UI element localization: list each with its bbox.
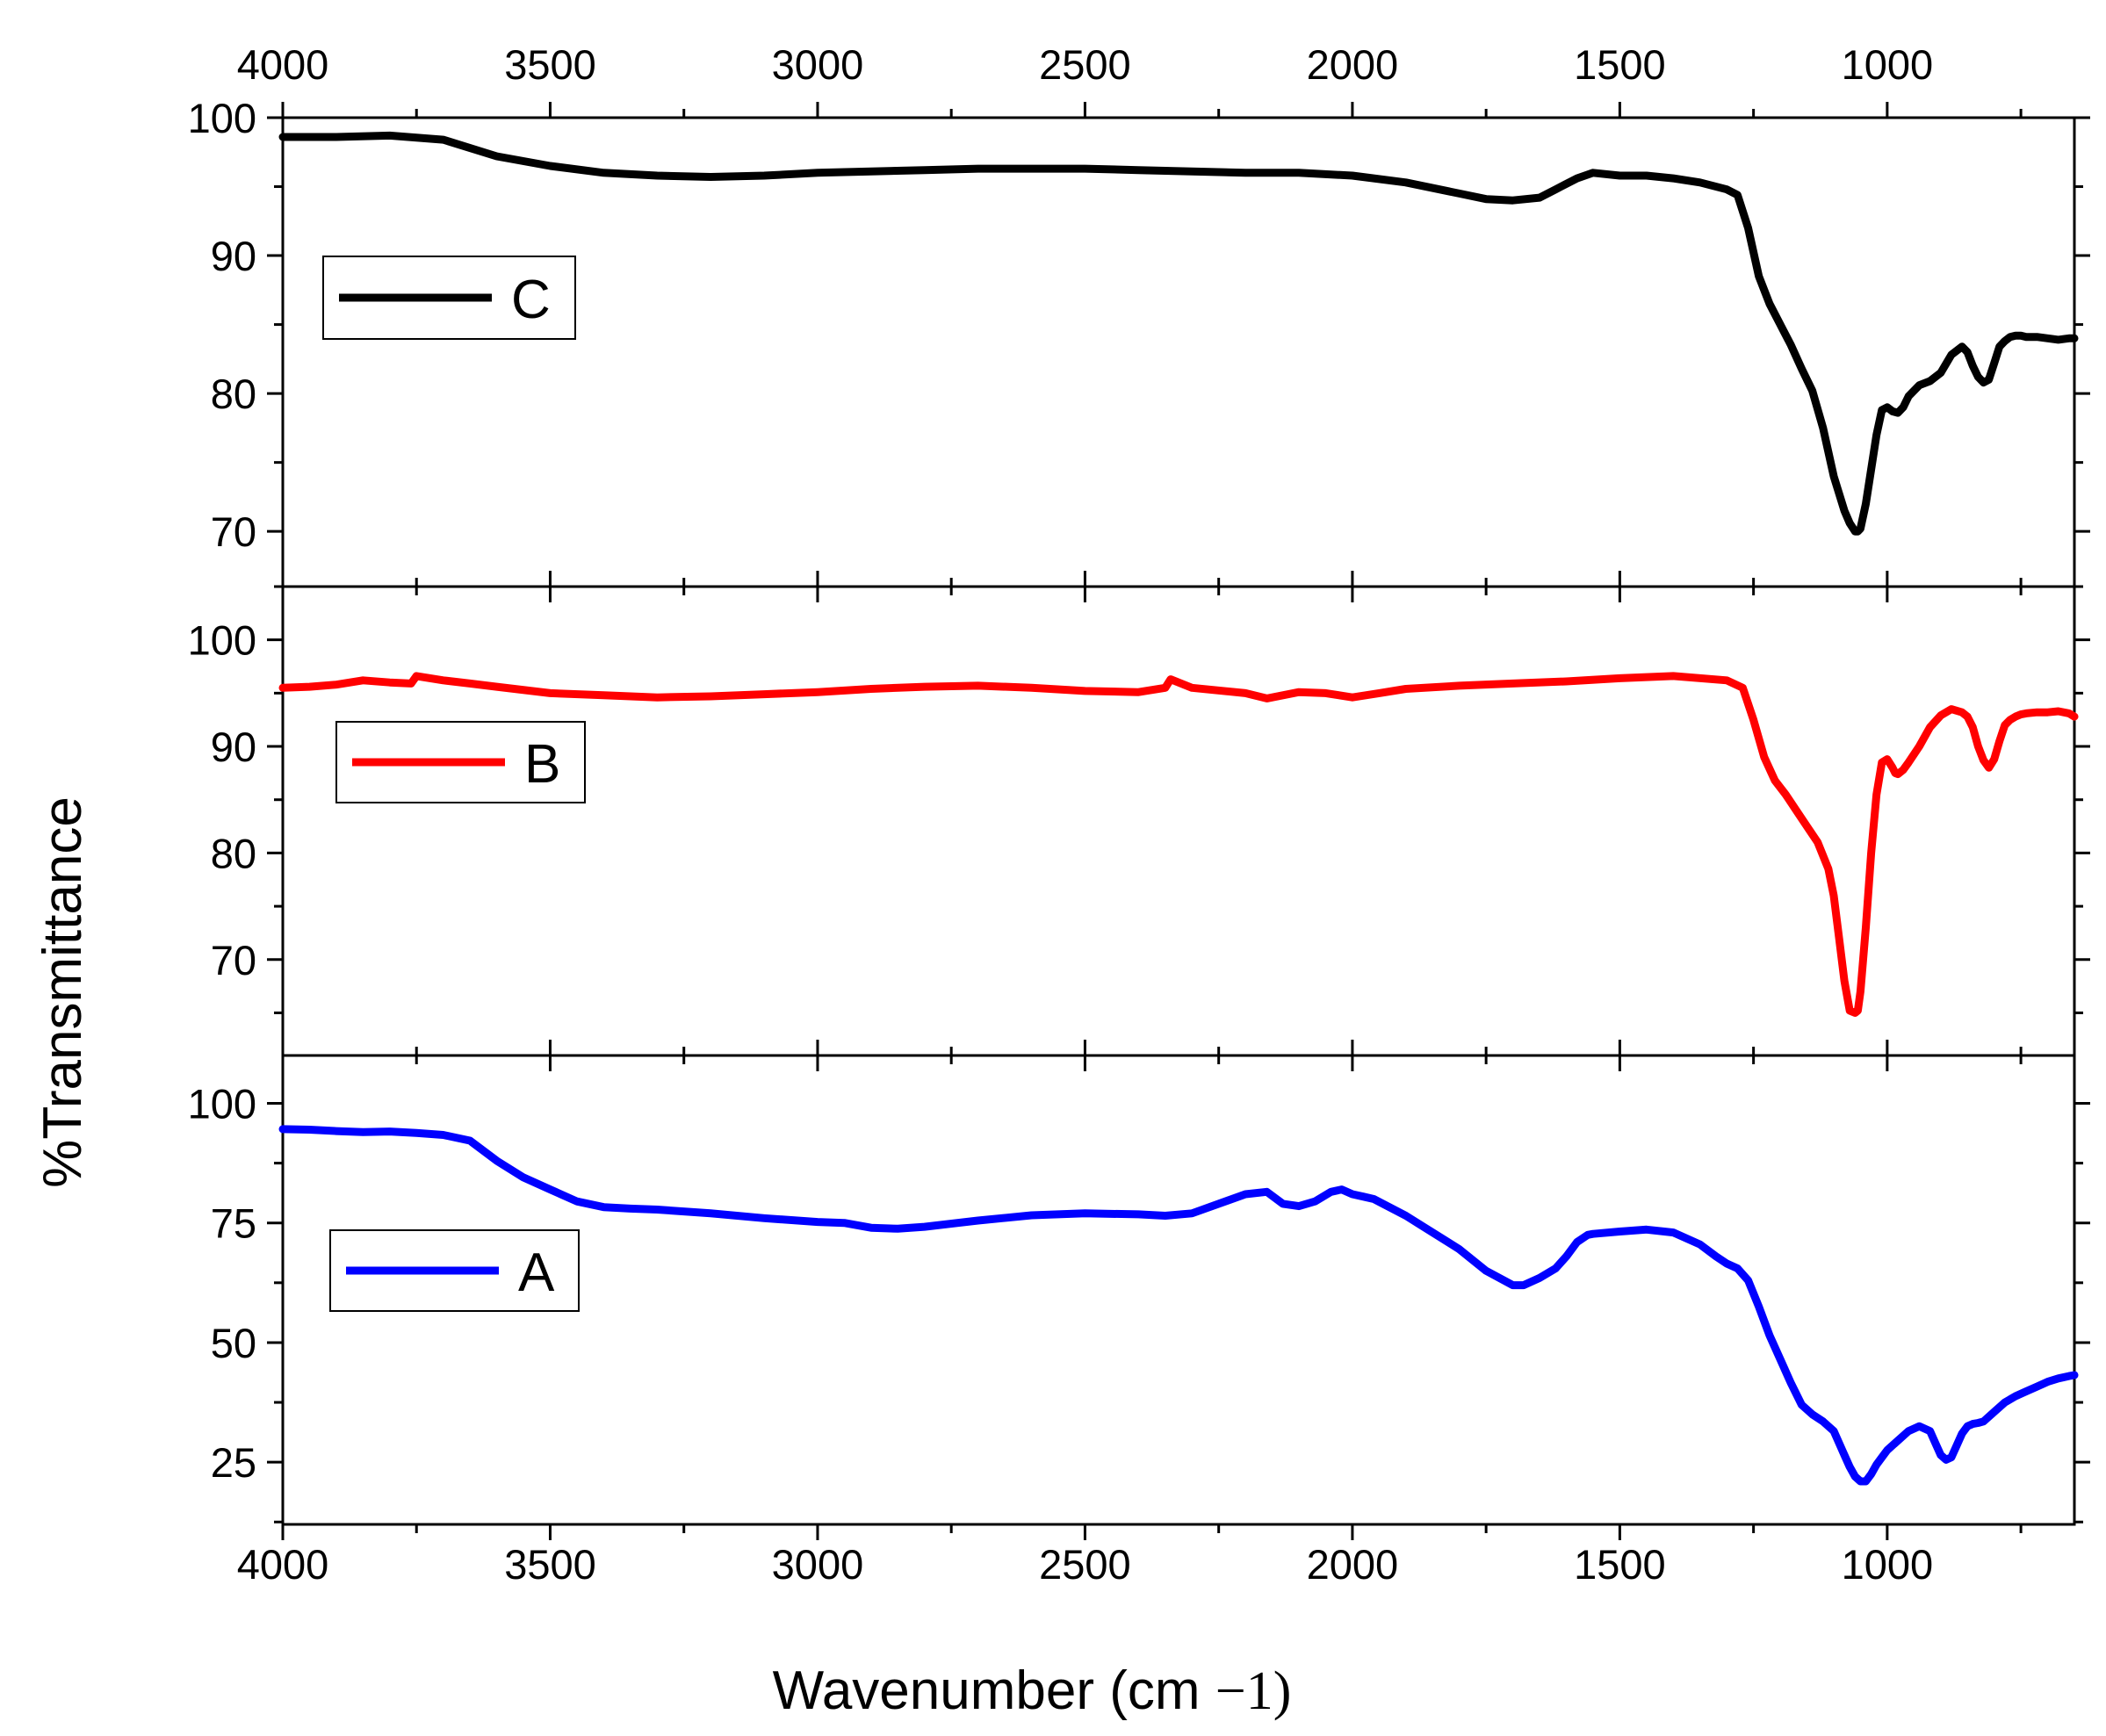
x-tick-label-top: 3000 xyxy=(772,41,864,88)
panel-b-ytick-label: 90 xyxy=(211,724,256,770)
x-tick-label-top: 2500 xyxy=(1039,41,1131,88)
panel-c-ytick-label: 70 xyxy=(211,508,256,555)
x-tick-label-bottom: 1000 xyxy=(1842,1541,1934,1588)
series-b-line xyxy=(278,672,2079,1017)
panel-a-ytick-label: 75 xyxy=(211,1200,256,1247)
panel-a-ytick-label: 100 xyxy=(188,1080,256,1127)
x-tick-label-bottom: 3500 xyxy=(504,1541,596,1588)
x-tick-label-top: 1500 xyxy=(1574,41,1666,88)
panel-c-ytick-label: 80 xyxy=(211,371,256,417)
series-c-line xyxy=(278,131,2079,536)
x-tick-label-top: 2000 xyxy=(1307,41,1399,88)
panel-b-ytick-label: 70 xyxy=(211,937,256,983)
x-axis-title: Wavenumber (cm −1) xyxy=(773,1660,1292,1721)
x-axis-title-unit: −1) xyxy=(1215,1661,1292,1721)
series-a-line xyxy=(278,1125,2079,1486)
panel-a-ytick-label: 25 xyxy=(211,1439,256,1486)
x-tick-label-bottom: 1500 xyxy=(1574,1541,1666,1588)
panel-c-ytick-label: 90 xyxy=(211,233,256,279)
y-axis-title: %Transmittance xyxy=(32,796,93,1188)
plot-layer xyxy=(278,116,2079,1526)
tick-layer xyxy=(267,102,2090,1540)
x-tick-label-bottom: 3000 xyxy=(772,1541,864,1588)
x-tick-label-bottom: 2000 xyxy=(1307,1541,1399,1588)
panel-a-ytick-label: 50 xyxy=(211,1320,256,1366)
x-tick-label-top: 1000 xyxy=(1842,41,1934,88)
x-tick-label-bottom: 2500 xyxy=(1039,1541,1131,1588)
panel-a-frame xyxy=(281,1054,2076,1526)
legend-a-label: A xyxy=(518,1243,555,1303)
panel-b-ytick-label: 80 xyxy=(211,830,256,876)
legend-c-label: C xyxy=(511,270,551,330)
panel-c-ytick-label: 100 xyxy=(188,95,256,141)
legend-b-label: B xyxy=(524,734,560,795)
x-tick-label-top: 4000 xyxy=(237,41,329,88)
panel-b-ytick-label: 100 xyxy=(188,617,256,664)
x-axis-title-main: Wavenumber (cm xyxy=(773,1660,1215,1721)
label-layer: 100 90 80 70 C 100 90 80 70 B 100 75 50 25 A 4000 4000 35… xyxy=(188,41,1934,1588)
x-tick-label-bottom: 4000 xyxy=(237,1541,329,1588)
x-tick-label-top: 3500 xyxy=(504,41,596,88)
